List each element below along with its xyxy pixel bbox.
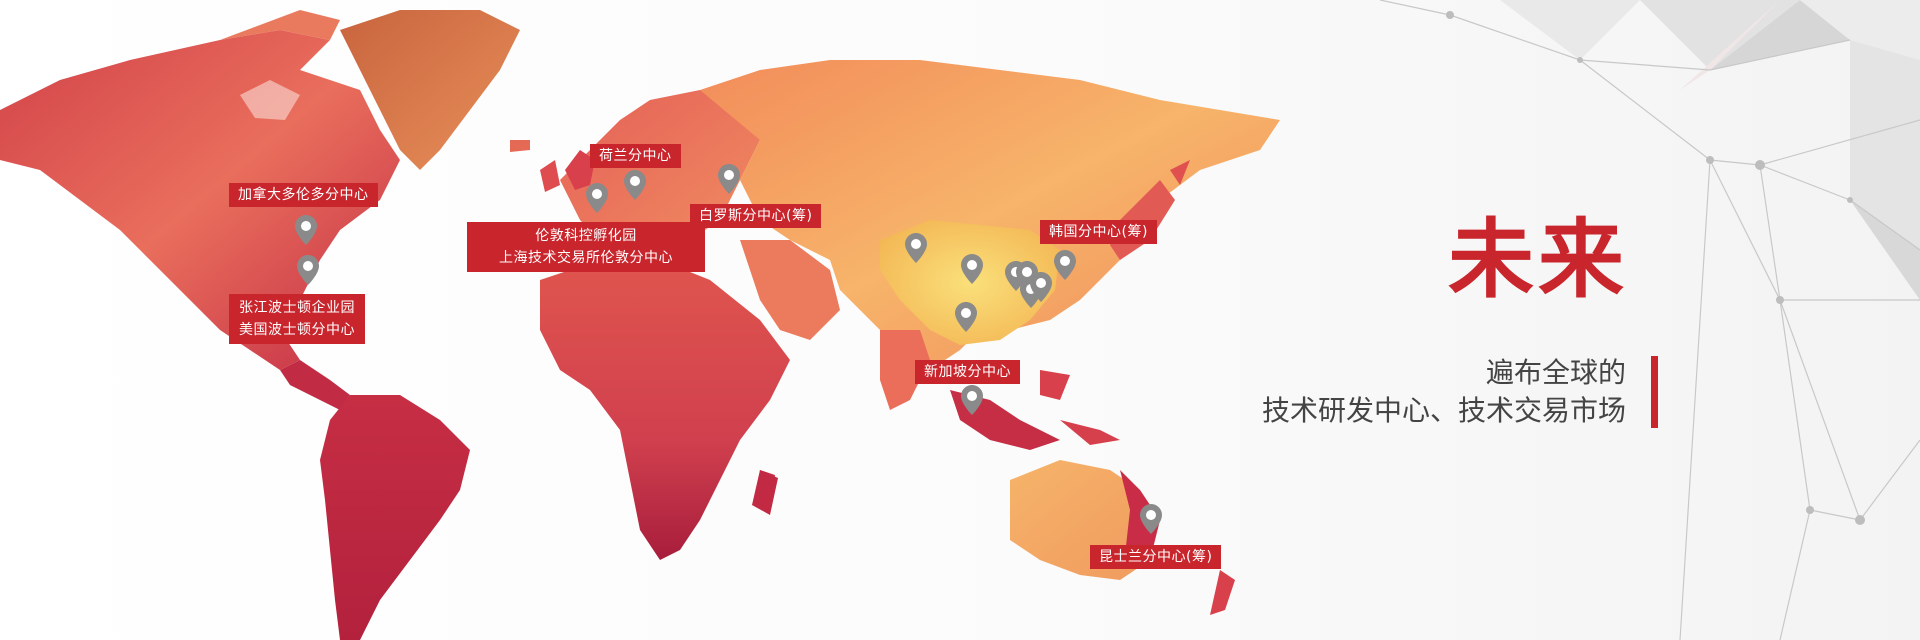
- map-pin-icon[interactable]: [1140, 504, 1162, 534]
- location-label-line: 上海技术交易所伦敦分中心: [499, 250, 673, 266]
- china: [880, 220, 1060, 345]
- map-pin-icon[interactable]: [961, 254, 983, 284]
- map-pin-icon[interactable]: [955, 302, 977, 332]
- location-label-line: 张江波士顿企业园: [239, 300, 355, 316]
- south-america: [320, 395, 470, 640]
- accent-bar: [1651, 356, 1658, 428]
- location-label-line: 伦敦科控孵化园: [535, 228, 637, 244]
- page-title: 未来: [1448, 210, 1628, 310]
- map-pin-icon[interactable]: [295, 215, 317, 245]
- location-label-boston[interactable]: 张江波士顿企业园 美国波士顿分中心: [229, 294, 365, 344]
- location-label-canada[interactable]: 加拿大多伦多分中心: [229, 183, 378, 207]
- map-pin-icon[interactable]: [297, 255, 319, 285]
- north-america: [0, 30, 400, 370]
- page-subtitle: 遍布全球的 技术研发中心、技术交易市场: [1262, 354, 1626, 430]
- subtitle-line: 遍布全球的: [1485, 356, 1626, 389]
- location-label-singapore[interactable]: 新加坡分中心: [915, 360, 1020, 384]
- location-label-netherlands[interactable]: 荷兰分中心: [590, 144, 681, 168]
- subtitle-line: 技术研发中心、技术交易市场: [1261, 394, 1626, 427]
- location-label-queensland[interactable]: 昆士兰分中心(筹): [1090, 545, 1222, 569]
- map-pin-icon[interactable]: [1054, 250, 1076, 280]
- map-pin-icon[interactable]: [718, 164, 740, 194]
- network-decoration: [1380, 0, 1920, 640]
- map-pin-icon[interactable]: [905, 233, 927, 263]
- map-pin-icon[interactable]: [586, 183, 608, 213]
- greenland: [340, 10, 520, 170]
- location-label-korea[interactable]: 韩国分中心(筹): [1040, 220, 1157, 244]
- location-label-line: 美国波士顿分中心: [239, 322, 355, 338]
- asia: [700, 60, 1280, 370]
- location-label-london[interactable]: 伦敦科控孵化园 上海技术交易所伦敦分中心: [467, 222, 705, 272]
- map-pin-icon[interactable]: [624, 170, 646, 200]
- map-pin-icon[interactable]: [1030, 272, 1052, 302]
- map-pin-icon[interactable]: [961, 385, 983, 415]
- africa: [540, 260, 790, 560]
- location-label-belarus[interactable]: 白罗斯分中心(筹): [690, 204, 822, 228]
